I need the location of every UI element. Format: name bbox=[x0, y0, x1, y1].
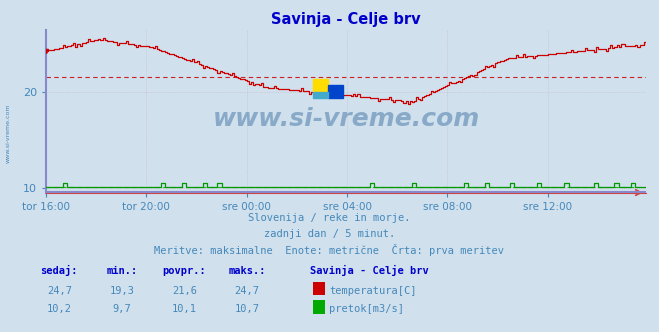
Text: www.si-vreme.com: www.si-vreme.com bbox=[5, 103, 11, 163]
Text: 19,3: 19,3 bbox=[109, 286, 134, 296]
Text: povpr.:: povpr.: bbox=[163, 266, 206, 276]
Text: 21,6: 21,6 bbox=[172, 286, 197, 296]
Text: 24,7: 24,7 bbox=[47, 286, 72, 296]
Text: www.si-vreme.com: www.si-vreme.com bbox=[212, 107, 480, 131]
Text: sedaj:: sedaj: bbox=[41, 265, 78, 276]
Text: zadnji dan / 5 minut.: zadnji dan / 5 minut. bbox=[264, 229, 395, 239]
Text: Savinja - Celje brv: Savinja - Celje brv bbox=[310, 265, 428, 276]
Text: min.:: min.: bbox=[106, 266, 138, 276]
Bar bbox=[313, 79, 328, 92]
Text: pretok[m3/s]: pretok[m3/s] bbox=[330, 304, 405, 314]
Text: 24,7: 24,7 bbox=[235, 286, 260, 296]
Text: Slovenija / reke in morje.: Slovenija / reke in morje. bbox=[248, 213, 411, 223]
Text: 10,2: 10,2 bbox=[47, 304, 72, 314]
Text: Meritve: maksimalne  Enote: metrične  Črta: prva meritev: Meritve: maksimalne Enote: metrične Črta… bbox=[154, 244, 505, 256]
Text: 9,7: 9,7 bbox=[113, 304, 131, 314]
Title: Savinja - Celje brv: Savinja - Celje brv bbox=[271, 12, 421, 27]
Text: 10,1: 10,1 bbox=[172, 304, 197, 314]
Bar bbox=[313, 92, 328, 98]
Bar bbox=[328, 85, 343, 98]
Text: 10,7: 10,7 bbox=[235, 304, 260, 314]
Text: maks.:: maks.: bbox=[229, 266, 266, 276]
Text: temperatura[C]: temperatura[C] bbox=[330, 286, 417, 296]
